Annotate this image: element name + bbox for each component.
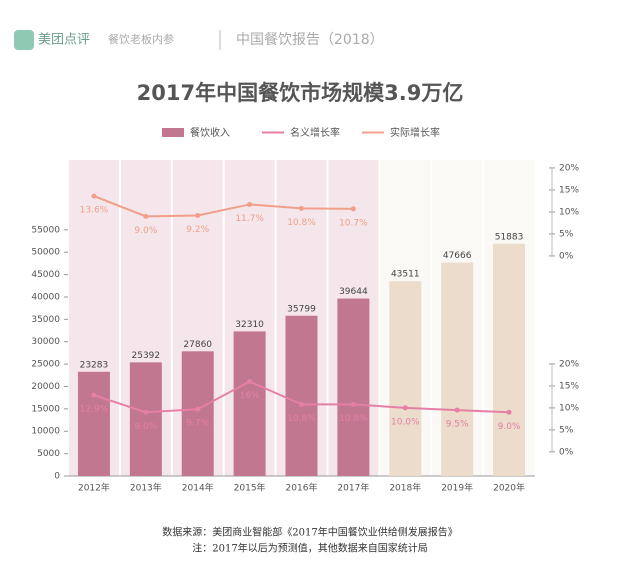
x-tick-label: 2020年 xyxy=(493,482,525,494)
x-tick-label: 2013年 xyxy=(130,482,162,494)
legend-label: 名义增长率 xyxy=(290,126,340,139)
y-tick-label: 15000 xyxy=(31,404,60,414)
point-label: 9.0% xyxy=(134,422,157,432)
y3-tick-label: 10% xyxy=(559,403,579,413)
point-label: 10.8% xyxy=(287,414,316,424)
x-tick-label: 2017年 xyxy=(337,482,369,494)
y2-tick-label: 10% xyxy=(559,207,579,217)
y-tick-label: 55000 xyxy=(31,225,60,235)
legend-swatch xyxy=(162,128,184,137)
y-tick-label: 0 xyxy=(54,472,60,482)
point-label: 9.0% xyxy=(498,422,521,432)
point xyxy=(350,401,356,407)
line xyxy=(93,195,354,218)
y-tick-label: 50000 xyxy=(31,248,60,258)
bar-label: 51883 xyxy=(495,232,524,242)
bar xyxy=(77,371,110,476)
bar xyxy=(441,262,474,476)
y3-tick-label: 15% xyxy=(559,381,579,391)
bar xyxy=(493,243,526,476)
point xyxy=(247,201,253,207)
y-tick-label: 10000 xyxy=(31,427,60,437)
point-label: 10.8% xyxy=(287,218,316,228)
y-tick-label: 45000 xyxy=(31,270,60,280)
y-tick-label: 35000 xyxy=(31,315,60,325)
legend-label: 餐饮收入 xyxy=(190,126,230,139)
x-tick-label: 2014年 xyxy=(182,482,214,494)
y2-tick-label: 20% xyxy=(559,163,579,173)
source: 数据来源：美团商业智能部《2017年中国餐饮业供给侧发展报告》 xyxy=(162,526,457,539)
point xyxy=(143,213,149,219)
bar-label: 23283 xyxy=(80,360,109,370)
y-tick-label: 40000 xyxy=(31,292,60,302)
bar-label: 27860 xyxy=(183,340,212,350)
chart-title: 2017年中国餐饮市场规模3.9万亿 xyxy=(137,81,464,105)
point xyxy=(195,212,201,218)
point xyxy=(247,379,253,385)
report: 中国餐饮报告（2018） xyxy=(236,32,384,48)
point-label: 9.5% xyxy=(446,420,469,430)
x-tick-label: 2019年 xyxy=(441,482,473,494)
bar xyxy=(181,351,214,476)
point xyxy=(91,392,97,398)
x-tick-label: 2018年 xyxy=(389,482,421,494)
brand: 美团点评 xyxy=(38,33,90,48)
bar-label: 39644 xyxy=(339,287,368,297)
point xyxy=(506,409,512,415)
y-tick-label: 5000 xyxy=(37,449,60,459)
point-label: 12.9% xyxy=(80,405,109,415)
y3-tick-label: 20% xyxy=(559,359,579,369)
point xyxy=(350,206,356,212)
note: 注：2017年以后为预测值，其他数据来自国家统计局 xyxy=(192,542,427,555)
point-label: 9.7% xyxy=(186,419,209,429)
bar xyxy=(285,315,318,476)
point-label: 9.0% xyxy=(134,226,157,236)
point-label: 13.6% xyxy=(80,206,109,216)
bar xyxy=(129,362,162,476)
bar xyxy=(337,298,370,476)
point-label: 16% xyxy=(240,391,260,401)
bar-label: 32310 xyxy=(235,320,264,330)
point xyxy=(454,407,460,413)
point-label: 10.0% xyxy=(391,417,420,427)
bar xyxy=(233,331,266,476)
x-tick-label: 2012年 xyxy=(78,482,110,494)
legend-label: 实际增长率 xyxy=(390,126,440,139)
partner: 餐饮老板内参 xyxy=(108,32,174,46)
point xyxy=(195,406,201,412)
y3-tick-label: 5% xyxy=(559,425,574,435)
y3-tick-label: 0% xyxy=(559,447,574,457)
bar xyxy=(389,281,422,476)
logo xyxy=(14,30,34,50)
point-label: 11.7% xyxy=(235,214,264,224)
point-label: 10.8% xyxy=(339,414,368,424)
x-tick-label: 2016年 xyxy=(286,482,318,494)
bar-label: 35799 xyxy=(287,304,316,314)
y2-tick-label: 0% xyxy=(559,251,574,261)
bar-label: 43511 xyxy=(391,270,420,280)
point xyxy=(91,193,97,199)
y2-tick-label: 5% xyxy=(559,229,574,239)
point xyxy=(299,205,304,211)
point-label: 9.2% xyxy=(186,225,209,235)
y-tick-label: 20000 xyxy=(31,382,60,392)
bar-label: 25392 xyxy=(132,351,161,361)
point xyxy=(402,405,408,411)
y2-tick-label: 15% xyxy=(559,185,579,195)
point xyxy=(143,409,149,415)
y-tick-label: 30000 xyxy=(31,337,60,347)
y-tick-label: 25000 xyxy=(31,360,60,370)
bar-label: 47666 xyxy=(443,251,472,261)
point-label: 10.7% xyxy=(339,218,368,228)
x-tick-label: 2015年 xyxy=(234,482,266,494)
point xyxy=(299,401,304,407)
